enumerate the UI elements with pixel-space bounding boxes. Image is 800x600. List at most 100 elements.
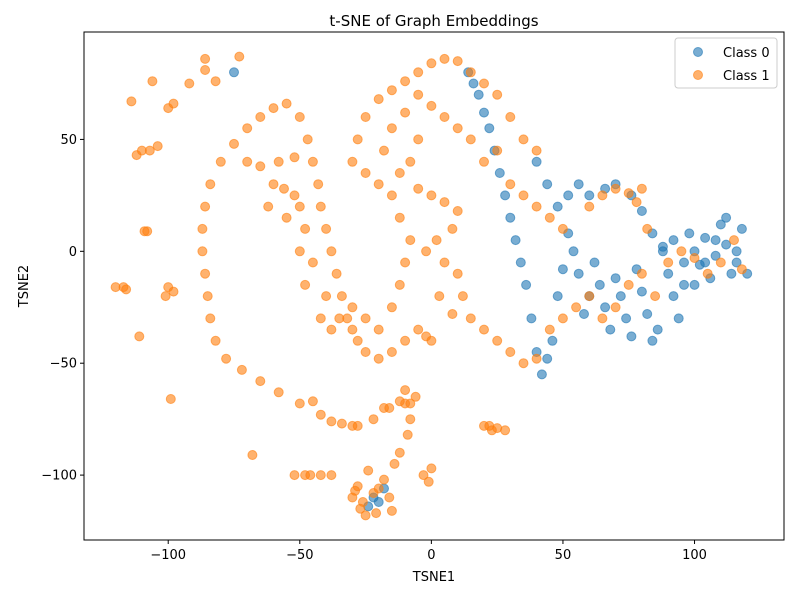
class-0-point: [647, 335, 658, 346]
class-0-point: [610, 273, 621, 284]
class-1-point: [736, 264, 747, 275]
class-0-point: [721, 239, 732, 250]
class-0-point: [500, 190, 511, 201]
class-1-point: [447, 309, 458, 319]
class-1-point: [352, 335, 363, 346]
class-1-point: [642, 223, 653, 234]
class-1-point: [168, 98, 179, 109]
class-0-point: [679, 279, 689, 290]
class-1-point: [631, 197, 642, 208]
class-1-point: [331, 268, 342, 279]
class-1-point: [405, 414, 416, 425]
class-1-point: [571, 302, 582, 313]
legend: Class 0 Class 1: [674, 37, 778, 89]
class-0-point: [689, 279, 700, 290]
class-1-point: [289, 190, 300, 201]
class-1-point: [636, 268, 647, 279]
class-0-point: [615, 291, 626, 302]
class-1-point: [505, 347, 516, 357]
class-0-point: [636, 206, 647, 216]
legend-label-class-1: Class 1: [723, 69, 770, 84]
class-1-point: [394, 168, 405, 178]
class-1-point: [200, 53, 211, 64]
class-1-point: [197, 246, 208, 257]
class-1-point: [131, 150, 142, 161]
class-1-point: [152, 141, 163, 152]
class-0-point: [557, 264, 568, 275]
class-0-point: [573, 179, 584, 190]
y-tick-label: −50: [50, 357, 77, 372]
class-1-point: [400, 257, 411, 268]
class-1-point: [160, 291, 171, 302]
class-1-point: [144, 145, 155, 156]
class-1-point: [373, 324, 384, 335]
class-1-point: [479, 324, 489, 335]
class-1-point: [384, 492, 395, 503]
class-1-point: [268, 179, 279, 190]
class-1-point: [347, 302, 358, 313]
class-0-point: [494, 168, 505, 178]
class-1-point: [518, 190, 529, 201]
class-1-point: [676, 246, 687, 257]
class-1-point: [434, 291, 445, 302]
class-1-point: [457, 291, 468, 302]
class-1-point: [557, 223, 568, 234]
class-1-point: [479, 78, 489, 89]
class-1-point: [281, 212, 292, 223]
class-1-point: [531, 353, 542, 364]
class-0-point: [568, 246, 579, 257]
class-0-point: [731, 257, 742, 268]
class-0-point: [700, 257, 711, 268]
class-1-point: [405, 156, 416, 167]
class-0-point: [636, 286, 647, 297]
class-1-point: [300, 279, 311, 290]
class-1-point: [413, 134, 424, 145]
class-1-point: [347, 324, 358, 335]
class-0-point: [715, 219, 726, 230]
class-1-point: [347, 156, 358, 167]
class-1-point: [413, 324, 424, 335]
class-1-point: [360, 313, 371, 324]
class-1-point: [273, 156, 284, 167]
points-layer: [110, 51, 753, 521]
class-1-point: [334, 313, 345, 324]
class-1-point: [360, 112, 371, 122]
class-1-point: [336, 418, 347, 429]
class-0-point: [594, 279, 605, 290]
class-1-point: [184, 78, 195, 89]
class-1-point: [315, 313, 326, 324]
legend-marker-class-0: [693, 47, 703, 57]
class-1-point: [421, 246, 432, 257]
class-0-point: [484, 123, 495, 134]
class-1-point: [479, 156, 489, 167]
class-1-point: [439, 197, 450, 208]
class-1-point: [505, 112, 516, 122]
class-1-point: [452, 123, 463, 134]
class-1-point: [410, 391, 421, 402]
class-1-point: [202, 291, 213, 302]
class-1-point: [326, 470, 337, 481]
legend-marker-class-1: [693, 70, 703, 80]
class-1-point: [373, 483, 384, 494]
class-1-point: [229, 138, 239, 149]
x-axis-ticks: −100 −50 0 50 100: [150, 540, 707, 563]
class-1-point: [294, 246, 305, 257]
class-1-point: [210, 335, 221, 346]
class-0-point: [584, 190, 595, 201]
class-1-point: [544, 212, 555, 223]
class-1-point: [492, 335, 503, 346]
class-1-point: [400, 76, 411, 87]
class-1-point: [289, 152, 300, 163]
class-1-point: [281, 98, 292, 109]
class-1-point: [426, 335, 437, 346]
class-1-point: [386, 85, 397, 96]
class-1-point: [363, 465, 374, 476]
class-1-point: [426, 100, 437, 111]
class-0-point: [373, 497, 384, 507]
class-1-point: [492, 145, 503, 156]
class-1-point: [394, 212, 405, 223]
class-1-point: [400, 385, 411, 396]
class-1-point: [139, 226, 150, 237]
class-1-point: [360, 168, 371, 178]
